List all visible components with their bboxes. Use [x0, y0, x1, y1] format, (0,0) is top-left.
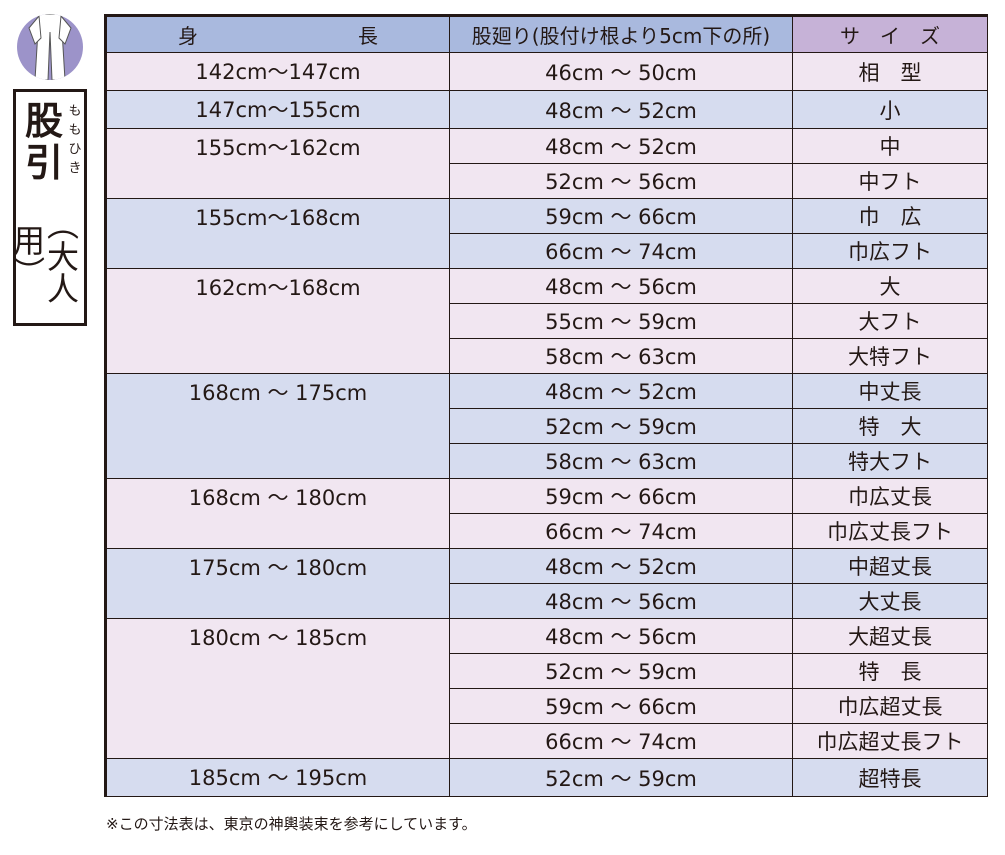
size-cell: 中超丈長 [792, 548, 988, 584]
footnote: ※この寸法表は、東京の神輿装束を参考にしています。 [106, 815, 477, 833]
table-row: 66cm ～ 74cm 巾広超丈長フト [106, 723, 988, 759]
size-cell: 特大フト [792, 443, 988, 479]
size-cell: 大超丈長 [792, 618, 988, 654]
header-height: 身 長 [105, 15, 450, 53]
height-range-cell: 147cm～155cm [105, 90, 450, 129]
size-cell: 小 [792, 90, 988, 129]
table-row: 52cm ～ 56cm 中フト [106, 163, 988, 199]
momohiki-pants-icon [17, 14, 83, 80]
size-cell: 巾広丈長フト [792, 513, 988, 549]
table-row: 180cm ～ 185cm 48cm ～ 56cm 大超丈長 [105, 618, 988, 759]
hip-range-cell: 58cm ～ 63cm [449, 338, 793, 374]
height-range-cell: 175cm ～ 180cm [105, 548, 450, 619]
hip-range-cell: 58cm ～ 63cm [449, 443, 793, 479]
table-row: 147cm～155cm 48cm ～ 52cm 小 [105, 90, 988, 129]
size-cell: 大丈長 [792, 583, 988, 619]
table-row: 175cm ～ 180cm 48cm ～ 52cm 中超丈長 [105, 548, 988, 619]
size-cell: 中フト [792, 163, 988, 199]
table-row: 58cm ～ 63cm 大特フト [106, 338, 988, 374]
product-title-box: 股引 ももひき （大人用） [8, 89, 87, 326]
size-cell: 大 [792, 268, 988, 304]
hip-range-cell: 48cm ～ 56cm [449, 268, 793, 304]
hip-range-cell: 48cm ～ 56cm [449, 583, 793, 619]
height-range-cell: 155cm～168cm [105, 198, 450, 269]
header-size: サ イ ズ [792, 15, 988, 53]
table-row: 155cm～168cm 59cm ～ 66cm 巾 広 [105, 198, 988, 269]
hip-range-cell: 48cm ～ 52cm [449, 373, 793, 409]
height-range-cell: 155cm～162cm [105, 128, 450, 199]
size-cell: 特 長 [792, 653, 988, 689]
hip-range-cell: 48cm ～ 52cm [449, 128, 793, 164]
size-cell: 大特フト [792, 338, 988, 374]
hip-range-cell: 48cm ～ 52cm [449, 90, 793, 129]
hip-range-cell: 52cm ～ 56cm [449, 163, 793, 199]
hip-range-cell: 48cm ～ 56cm [449, 618, 793, 654]
size-cell: 巾 広 [792, 198, 988, 234]
product-title: 股引 [24, 99, 63, 185]
table-row: 52cm ～ 59cm 特 大 [106, 408, 988, 444]
table-row: 58cm ～ 63cm 特大フト [106, 443, 988, 479]
size-cell: 巾広超丈長 [792, 688, 988, 724]
table-row: 168cm ～ 175cm 48cm ～ 52cm 中丈長 [105, 373, 988, 479]
size-cell: 巾広超丈長フト [792, 723, 988, 759]
size-cell: 特 大 [792, 408, 988, 444]
height-range-cell: 180cm ～ 185cm [105, 618, 450, 759]
hip-range-cell: 55cm ～ 59cm [449, 303, 793, 339]
height-range-cell: 168cm ～ 180cm [105, 478, 450, 549]
hip-range-cell: 52cm ～ 59cm [449, 758, 793, 797]
table-row: 55cm ～ 59cm 大フト [106, 303, 988, 339]
hip-range-cell: 52cm ～ 59cm [449, 653, 793, 689]
hip-range-cell: 46cm ～ 50cm [449, 52, 793, 91]
table-row: 155cm～162cm 48cm ～ 52cm 中 [105, 128, 988, 199]
table-row: 59cm ～ 66cm 巾広超丈長 [106, 688, 988, 724]
height-range-cell: 162cm～168cm [105, 268, 450, 374]
size-cell: 巾広丈長 [792, 478, 988, 514]
table-row: 142cm～147cm 46cm ～ 50cm 相 型 [105, 52, 988, 91]
height-range-cell: 185cm ～ 195cm [105, 758, 450, 797]
table-row: 162cm～168cm 48cm ～ 56cm 大 [105, 268, 988, 374]
hip-range-cell: 66cm ～ 74cm [449, 723, 793, 759]
table-row: 168cm ～ 180cm 59cm ～ 66cm 巾広丈長 [105, 478, 988, 549]
size-chart-table: 身 長 股廻り(股付け根より5cm下の所) サ イ ズ 142cm～147cm 4… [104, 14, 988, 797]
table-row: 66cm ～ 74cm 巾広丈長フト [106, 513, 988, 549]
height-range-cell: 142cm～147cm [105, 52, 450, 91]
hip-range-cell: 48cm ～ 52cm [449, 548, 793, 584]
size-cell: 超特長 [792, 758, 988, 797]
table-row: 185cm ～ 195cm 52cm ～ 59cm 超特長 [105, 758, 988, 797]
hip-range-cell: 52cm ～ 59cm [449, 408, 793, 444]
hip-range-cell: 59cm ～ 66cm [449, 198, 793, 234]
hip-range-cell: 66cm ～ 74cm [449, 513, 793, 549]
product-subtitle: （大人用） [8, 207, 80, 304]
size-cell: 巾広フト [792, 233, 988, 269]
size-cell: 中 [792, 128, 988, 164]
hip-range-cell: 66cm ～ 74cm [449, 233, 793, 269]
size-cell: 大フト [792, 303, 988, 339]
hip-range-cell: 59cm ～ 66cm [449, 478, 793, 514]
size-cell: 中丈長 [792, 373, 988, 409]
size-cell: 相 型 [792, 52, 988, 91]
table-header-row: 身 長 股廻り(股付け根より5cm下の所) サ イ ズ [105, 15, 988, 53]
height-range-cell: 168cm ～ 175cm [105, 373, 450, 479]
hip-range-cell: 59cm ～ 66cm [449, 688, 793, 724]
header-hip: 股廻り(股付け根より5cm下の所) [449, 15, 793, 53]
product-title-reading: ももひき [68, 104, 82, 176]
